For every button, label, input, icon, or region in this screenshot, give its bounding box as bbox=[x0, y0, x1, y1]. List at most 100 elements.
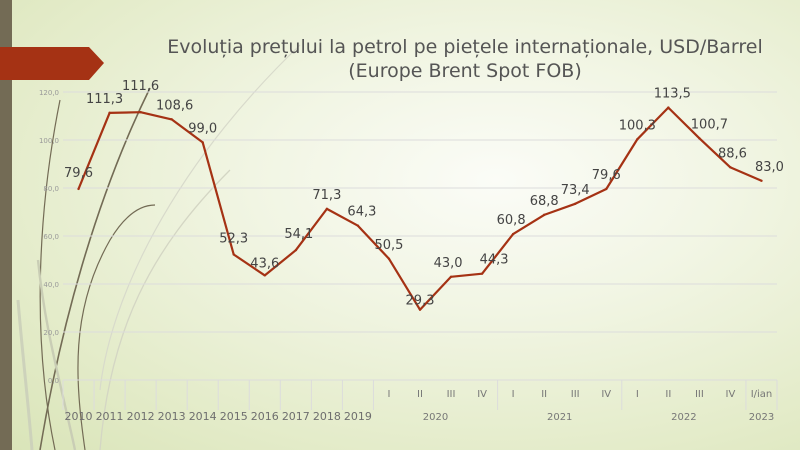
y-tick-label: 0,0 bbox=[48, 377, 59, 385]
data-label: 88,6 bbox=[718, 146, 747, 161]
data-point bbox=[511, 232, 515, 236]
y-tick-label: 20,0 bbox=[43, 329, 59, 337]
x-subtick-label: II bbox=[417, 389, 423, 400]
decorative-curve bbox=[39, 99, 61, 450]
data-point bbox=[325, 207, 329, 211]
x-subtick-label: I bbox=[387, 389, 390, 400]
y-tick-label: 80,0 bbox=[43, 185, 59, 193]
x-group-label: 2021 bbox=[547, 412, 572, 423]
x-subtick-label: III bbox=[447, 389, 456, 400]
x-tick-label: 2013 bbox=[158, 410, 186, 423]
data-label: 64,3 bbox=[347, 205, 376, 220]
data-point bbox=[201, 141, 204, 144]
data-point bbox=[605, 187, 608, 191]
title-arrow-banner bbox=[0, 47, 104, 80]
y-axis-ticks: 0,0 20,0 40,0 60,0 80,0 100,0 120,0 bbox=[39, 89, 59, 385]
data-label: 79,6 bbox=[592, 168, 621, 183]
decorative-curve bbox=[99, 169, 231, 450]
y-tick-label: 60,0 bbox=[43, 233, 59, 241]
x-tick-label: 2019 bbox=[344, 410, 372, 423]
data-label: 52,3 bbox=[219, 231, 248, 246]
data-point bbox=[636, 138, 639, 141]
x-subtick-label: IV bbox=[477, 389, 487, 400]
data-label: 29,3 bbox=[406, 294, 435, 309]
data-label: 43,6 bbox=[250, 256, 279, 271]
y-tick-label: 100,0 bbox=[39, 137, 59, 145]
x-tick-label: 2012 bbox=[127, 410, 155, 423]
data-point bbox=[698, 137, 701, 140]
x-axis: 2010 2011 2012 2013 2014 2015 2016 2017 2018 2019… bbox=[62, 380, 778, 423]
x-subtick-label: I bbox=[512, 389, 515, 400]
data-label: 83,0 bbox=[755, 160, 784, 175]
data-label: 100,3 bbox=[619, 118, 656, 133]
data-label: 111,6 bbox=[122, 79, 159, 94]
x-tick-label: 2015 bbox=[220, 410, 248, 423]
y-tick-label: 120,0 bbox=[39, 89, 59, 97]
x-group-label: 2023 bbox=[749, 412, 774, 423]
x-group-label: 2022 bbox=[671, 412, 696, 423]
data-label: 113,5 bbox=[654, 87, 691, 102]
arrow-shape bbox=[0, 47, 104, 80]
left-decorative-strip bbox=[0, 0, 12, 450]
decorative-curve bbox=[99, 44, 301, 391]
x-tick-label: 2010 bbox=[65, 410, 93, 423]
data-point bbox=[170, 118, 173, 121]
x-tick-label: 2014 bbox=[189, 410, 217, 423]
data-point bbox=[77, 187, 80, 191]
data-label: 111,3 bbox=[86, 92, 123, 107]
x-subtick-label: II bbox=[665, 389, 671, 400]
data-point bbox=[232, 253, 235, 256]
data-label: 100,7 bbox=[691, 117, 728, 132]
decorative-curve bbox=[77, 204, 156, 450]
data-label: 108,6 bbox=[156, 98, 193, 113]
x-tick-label: 2016 bbox=[251, 410, 279, 423]
data-label: 50,5 bbox=[374, 238, 403, 253]
decorative-curve bbox=[39, 87, 151, 450]
title-line-1: Evoluția prețului la petrol pe piețele i… bbox=[167, 36, 763, 58]
data-point bbox=[760, 179, 763, 182]
gridlines bbox=[63, 91, 777, 381]
data-label: 60,8 bbox=[497, 213, 526, 228]
decorative-curve bbox=[36, 259, 77, 450]
data-point bbox=[449, 275, 453, 278]
series-line-brent bbox=[77, 106, 762, 311]
decorative-curves bbox=[16, 44, 301, 450]
x-group-label: 2020 bbox=[423, 412, 448, 423]
title-line-2: (Europe Brent Spot FOB) bbox=[348, 60, 582, 82]
data-label: 99,0 bbox=[188, 121, 217, 136]
data-point bbox=[480, 272, 484, 275]
data-label: 71,3 bbox=[312, 188, 341, 203]
data-label: 54,1 bbox=[284, 227, 313, 242]
x-subtick-label: II bbox=[541, 389, 547, 400]
data-label: 68,8 bbox=[530, 194, 559, 209]
x-tick-label: 2017 bbox=[282, 410, 310, 423]
data-point bbox=[542, 213, 546, 217]
data-label: 73,4 bbox=[561, 183, 590, 198]
data-point bbox=[387, 257, 391, 260]
x-tick-label: 2018 bbox=[313, 410, 341, 423]
x-tick-label: 2011 bbox=[96, 410, 124, 423]
data-point bbox=[108, 111, 111, 115]
data-label: 79,6 bbox=[64, 166, 93, 181]
data-label: 44,3 bbox=[480, 253, 509, 268]
data-label: 43,0 bbox=[434, 256, 463, 271]
x-subtick-label: III bbox=[571, 389, 580, 400]
data-point bbox=[574, 202, 577, 206]
x-subtick-label: IV bbox=[726, 389, 736, 400]
data-point bbox=[263, 274, 266, 277]
data-point bbox=[729, 166, 732, 169]
data-point bbox=[667, 106, 670, 109]
x-subtick-label: III bbox=[695, 389, 704, 400]
x-subtick-label: IV bbox=[601, 389, 611, 400]
chart-title: Evoluția prețului la petrol pe piețele i… bbox=[95, 35, 800, 83]
data-point bbox=[294, 248, 298, 252]
data-point bbox=[356, 224, 360, 227]
data-point bbox=[139, 110, 142, 114]
x-subtick-label: I bbox=[636, 389, 639, 400]
data-point bbox=[418, 308, 422, 311]
y-tick-label: 40,0 bbox=[43, 281, 59, 289]
x-subtick-label: I/ian bbox=[751, 389, 773, 400]
decorative-curve bbox=[16, 299, 34, 450]
